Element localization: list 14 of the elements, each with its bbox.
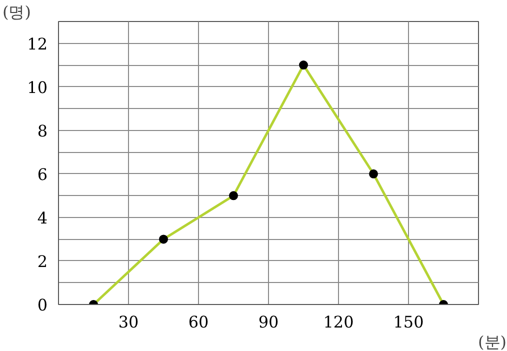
x-tick-label: 150 bbox=[393, 312, 424, 332]
x-axis-title: (분) bbox=[478, 332, 506, 351]
y-tick-label: 10 bbox=[27, 78, 48, 97]
y-axis-title: (명) bbox=[2, 2, 31, 22]
y-tick-label: 4 bbox=[37, 208, 48, 228]
y-tick-label: 6 bbox=[37, 164, 48, 184]
y-tick-label: 2 bbox=[37, 252, 48, 271]
x-tick-label: 60 bbox=[188, 312, 209, 332]
x-tick-label: 30 bbox=[118, 312, 139, 332]
y-tick-label: 12 bbox=[27, 34, 48, 54]
y-tick-label: 0 bbox=[37, 296, 48, 314]
x-tick-label: 120 bbox=[323, 312, 354, 332]
y-tick-label: 8 bbox=[37, 121, 48, 140]
x-tick-label: 90 bbox=[258, 312, 279, 332]
